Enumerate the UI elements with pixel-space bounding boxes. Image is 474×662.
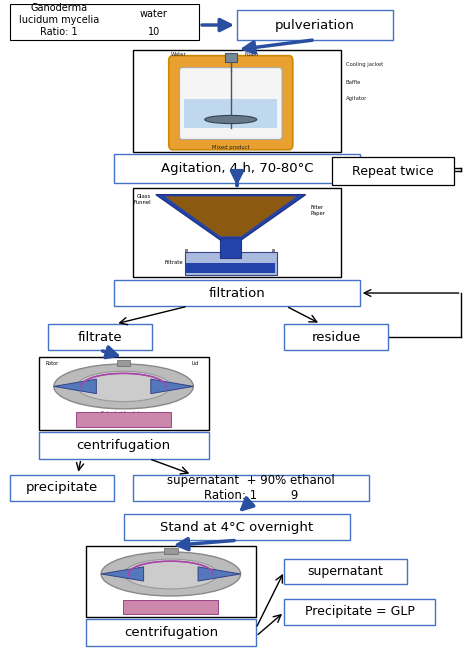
FancyBboxPatch shape	[284, 324, 388, 350]
Polygon shape	[151, 379, 193, 394]
Text: Ratio: 1: Ratio: 1	[40, 26, 78, 36]
FancyBboxPatch shape	[169, 56, 293, 150]
FancyBboxPatch shape	[117, 359, 130, 366]
FancyBboxPatch shape	[38, 357, 209, 430]
Text: filtration: filtration	[209, 287, 265, 299]
Text: Cooling jacket: Cooling jacket	[346, 62, 383, 68]
Polygon shape	[198, 567, 241, 581]
Text: Mixed product: Mixed product	[212, 145, 250, 150]
Text: precipitate: precipitate	[26, 481, 98, 495]
FancyBboxPatch shape	[114, 280, 360, 306]
FancyBboxPatch shape	[220, 238, 241, 258]
Text: Baffle: Baffle	[346, 80, 361, 85]
Text: centrifugation: centrifugation	[76, 439, 171, 452]
FancyBboxPatch shape	[185, 249, 188, 273]
FancyBboxPatch shape	[133, 50, 341, 152]
FancyBboxPatch shape	[38, 432, 209, 459]
Text: Agitator: Agitator	[346, 96, 367, 101]
Text: Ganoderma
lucidum mycelia: Ganoderma lucidum mycelia	[19, 3, 100, 24]
Text: Rotor holding tubes: Rotor holding tubes	[101, 411, 146, 416]
Text: Filter
Paper: Filter Paper	[310, 205, 325, 216]
FancyBboxPatch shape	[86, 545, 256, 616]
Ellipse shape	[205, 115, 257, 124]
Text: Lid: Lid	[191, 361, 199, 365]
Ellipse shape	[54, 364, 193, 409]
FancyBboxPatch shape	[331, 157, 455, 185]
Text: residue: residue	[311, 330, 361, 344]
FancyBboxPatch shape	[237, 10, 393, 40]
Text: Water: Water	[171, 52, 187, 58]
FancyBboxPatch shape	[10, 4, 199, 40]
FancyBboxPatch shape	[86, 619, 256, 645]
Polygon shape	[165, 197, 297, 236]
FancyBboxPatch shape	[133, 475, 369, 501]
FancyBboxPatch shape	[48, 324, 152, 350]
FancyBboxPatch shape	[180, 68, 282, 140]
FancyBboxPatch shape	[76, 412, 171, 427]
FancyBboxPatch shape	[114, 154, 360, 183]
Text: Filtrate: Filtrate	[164, 260, 182, 265]
Text: Agitation, 4 h, 70-80°C: Agitation, 4 h, 70-80°C	[161, 162, 313, 175]
Ellipse shape	[101, 552, 241, 596]
Text: pulveriation: pulveriation	[275, 19, 355, 32]
Text: Precipitate = GLP: Precipitate = GLP	[305, 606, 415, 618]
Text: Stand at 4°C overnight: Stand at 4°C overnight	[160, 520, 314, 534]
FancyBboxPatch shape	[123, 600, 219, 614]
Text: centrifugation: centrifugation	[124, 626, 218, 639]
FancyBboxPatch shape	[124, 514, 350, 540]
FancyBboxPatch shape	[186, 263, 275, 273]
Text: Repeat twice: Repeat twice	[352, 165, 434, 177]
Text: supernatant: supernatant	[308, 565, 383, 578]
FancyBboxPatch shape	[10, 475, 114, 501]
Text: Foam: Foam	[244, 52, 259, 58]
Polygon shape	[156, 195, 306, 240]
FancyBboxPatch shape	[164, 547, 178, 554]
Text: filtrate: filtrate	[78, 330, 122, 344]
Text: Glass
Funnel: Glass Funnel	[134, 194, 151, 205]
FancyBboxPatch shape	[184, 99, 277, 128]
FancyBboxPatch shape	[225, 53, 237, 62]
Text: water: water	[140, 9, 168, 19]
Ellipse shape	[77, 371, 170, 402]
Text: Rotor: Rotor	[46, 361, 59, 365]
FancyBboxPatch shape	[284, 559, 407, 584]
Text: 10: 10	[148, 26, 160, 36]
Text: supernatant  + 90% ethanol
Ration: 1         9: supernatant + 90% ethanol Ration: 1 9	[167, 474, 335, 502]
Ellipse shape	[124, 559, 218, 589]
FancyBboxPatch shape	[133, 189, 341, 277]
FancyBboxPatch shape	[284, 599, 436, 625]
FancyBboxPatch shape	[273, 249, 275, 273]
Text: Solid
Residue: Solid Residue	[194, 210, 215, 220]
Polygon shape	[54, 379, 96, 394]
Polygon shape	[101, 567, 144, 581]
FancyBboxPatch shape	[185, 252, 276, 275]
